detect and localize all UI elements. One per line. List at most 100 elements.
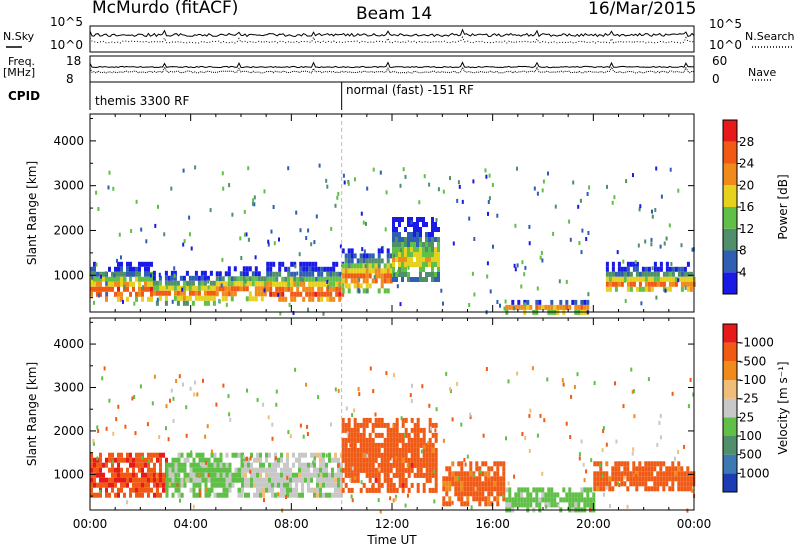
velocity-cell [105,462,108,468]
power-cell [407,247,410,252]
power-cell [176,300,180,306]
power-cell [305,261,309,267]
velocity-cell [334,477,337,483]
power-cell [371,268,375,274]
velocity-cell [105,492,108,498]
power-cell [341,288,345,294]
power-cell [144,271,147,277]
power-cell [260,276,264,282]
power-cell [377,273,381,279]
velocity-cell [216,477,220,483]
velocity-cell [153,472,156,478]
velocity-cell [466,471,470,477]
velocity-scatter-cell [561,378,564,383]
power-scatter-cell [301,277,304,282]
velocity-colorbar-segment [723,380,737,399]
velocity-cell [547,487,551,493]
power-cell [305,286,309,292]
velocity-scatter-cell [228,412,231,417]
velocity-cell [334,472,337,478]
velocity-cell [677,476,681,482]
velocity-cell [434,477,438,483]
velocity-cell [120,472,123,478]
velocity-cell [99,457,102,463]
velocity-cell [344,422,348,428]
velocity-cell [434,462,438,468]
velocity-cell [347,472,351,478]
power-cell [329,266,333,272]
velocity-cell [398,477,402,483]
velocity-cell [341,457,345,463]
velocity-cell [204,467,208,473]
power-cell [644,271,648,277]
power-scatter-cell [491,183,494,187]
power-cell [191,285,195,291]
power-cell [179,290,183,296]
velocity-cell [274,492,277,498]
velocity-cell [204,457,208,463]
velocity-cell [550,497,554,503]
power-cell [383,288,387,294]
power-cell [428,252,431,257]
velocity-cell [198,457,202,463]
power-cell [335,281,339,287]
velocity-scatter-cell [692,392,695,397]
power-ytick-label: 1000 [53,268,84,282]
velocity-cell [475,481,479,487]
velocity-cell [617,461,621,467]
velocity-cell [159,457,162,463]
velocity-cell [404,417,408,423]
power-scatter-cell [142,285,145,290]
velocity-cell [228,467,232,473]
power-scatter-cell [399,183,402,188]
velocity-cell [407,462,411,468]
velocity-cell [280,457,283,463]
velocity-cell [353,472,357,478]
power-cell [120,271,123,277]
velocity-cell [404,457,408,463]
velocity-scatter-cell [411,383,413,388]
power-scatter-cell [485,174,488,179]
velocity-cell [298,457,301,463]
velocity-scatter-cell [395,456,397,461]
velocity-cell [123,472,126,478]
power-cell [404,262,407,267]
velocity-cell [247,462,250,468]
velocity-cell [108,457,111,463]
velocity-cell [377,452,381,458]
power-scatter-cell [243,232,246,237]
velocity-cell [362,427,366,433]
power-scatter-cell [133,301,136,306]
power-colorbar-tick-label: 24 [739,157,754,171]
velocity-cell [662,486,666,492]
power-cell [422,222,425,227]
velocity-cell [496,491,500,497]
velocity-scatter-cell [393,373,395,378]
velocity-cell [508,487,512,493]
velocity-cell [428,467,432,473]
velocity-cell [502,461,506,467]
power-scatter-cell [107,185,110,190]
velocity-scatter-cell [199,462,202,467]
power-cell [242,271,246,277]
velocity-cell [253,482,256,488]
velocity-cell [201,467,205,473]
velocity-scatter-cell [466,454,469,459]
power-cell [365,263,369,269]
velocity-cell [490,486,494,492]
velocity-cell [374,442,378,448]
velocity-scatter-cell [531,366,534,371]
velocity-scatter-cell [275,389,278,394]
velocity-cell [231,452,235,458]
velocity-cell [416,437,420,443]
power-scatter-cell [222,186,225,191]
velocity-cell [90,457,93,463]
velocity-cell [313,467,316,473]
velocity-cell [132,457,135,463]
velocity-cell [481,481,485,487]
velocity-cell [380,442,384,448]
velocity-cell [428,477,432,483]
power-cell [173,280,177,286]
velocity-scatter-cell [210,449,213,454]
velocity-cell [493,481,497,487]
